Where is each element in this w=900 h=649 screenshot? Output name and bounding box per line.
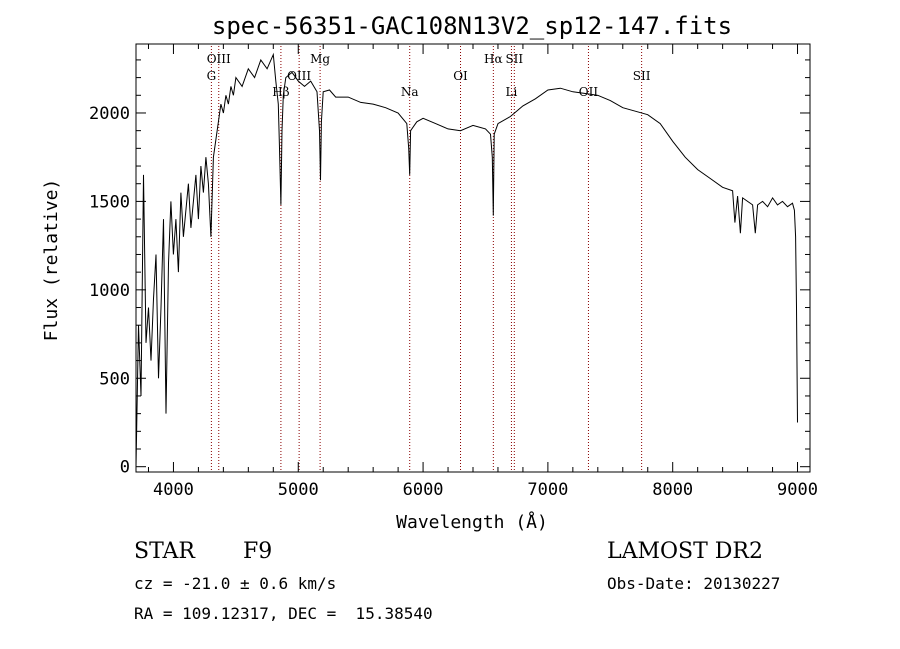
line-label-4: Mg: [310, 52, 330, 66]
x-tick-label-0: 4000: [153, 480, 194, 500]
line-label-6: OI: [453, 69, 468, 83]
line-label-7: Hα: [484, 52, 503, 66]
line-label-1: OIII: [207, 52, 231, 66]
line-label-0: G: [207, 69, 217, 83]
x-tick-label-2: 6000: [403, 480, 444, 500]
x-axis-label: Wavelength (Å): [396, 511, 548, 533]
x-tick-label-5: 9000: [777, 480, 818, 500]
x-tick-label-4: 8000: [652, 480, 693, 500]
object-class: STAR: [134, 539, 195, 564]
spectrum-line: [135, 52, 798, 467]
y-tick-label-1: 500: [99, 369, 130, 389]
line-label-3: OIII: [287, 69, 311, 83]
y-tick-label-4: 2000: [89, 104, 130, 124]
line-label-2: Hβ: [272, 85, 289, 99]
redshift-cz: cz = -21.0 ± 0.6 km/s: [134, 574, 337, 593]
line-label-11: SII: [633, 69, 651, 83]
line-label-9: SII: [505, 52, 523, 66]
chart-title: spec-56351-GAC108N13V2_sp12-147.fits: [212, 12, 732, 40]
line-label-5: Na: [401, 85, 419, 99]
x-tick-label-1: 5000: [278, 480, 319, 500]
survey-name: LAMOST DR2: [607, 539, 763, 564]
y-tick-label-2: 1000: [89, 281, 130, 301]
line-label-8: Li: [506, 85, 518, 99]
y-axis-label: Flux (relative): [41, 179, 62, 342]
object-subclass: F9: [243, 539, 273, 564]
spectral-line-markers: G OIII Hβ OIII Mg Na OI Hα Li SII OII SII: [207, 46, 651, 471]
y-tick-label-3: 1500: [89, 192, 130, 212]
plot-axes: 4000 5000 6000 7000 8000 9000 0 500 1000 1500 2000: [89, 43, 818, 500]
sky-coordinates: RA = 109.12317, DEC = 15.38540: [134, 604, 433, 623]
plot-frame: [135, 43, 811, 473]
line-label-10: OII: [579, 85, 599, 99]
x-tick-label-3: 7000: [527, 480, 568, 500]
y-tick-label-0: 0: [120, 458, 130, 478]
observation-date: Obs-Date: 20130227: [607, 574, 781, 593]
